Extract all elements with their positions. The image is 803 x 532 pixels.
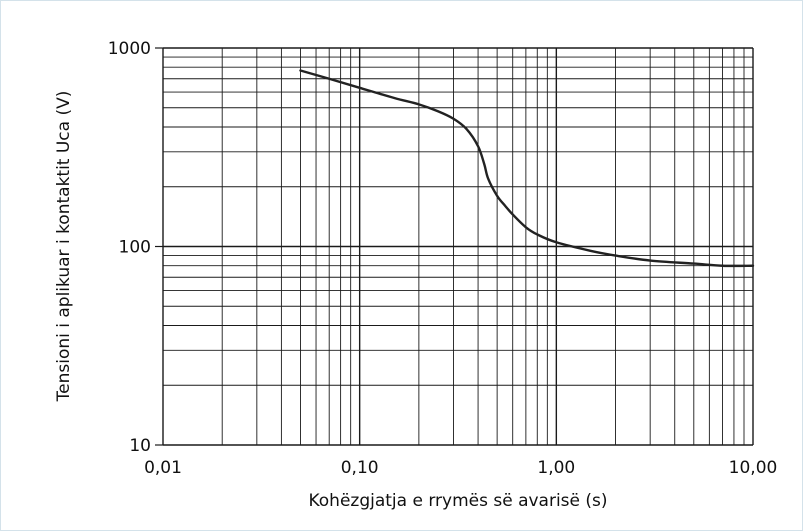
tick-labels: 0,01 0,10 1,00 10,00 10 100 1000 bbox=[108, 39, 778, 478]
x-tick-label: 10,00 bbox=[729, 458, 778, 478]
x-tick-label: 1,00 bbox=[537, 458, 575, 478]
x-tick-label: 0,10 bbox=[341, 458, 379, 478]
series-layer bbox=[299, 69, 755, 268]
series-line-0 bbox=[299, 69, 755, 268]
x-axis-title: Kohëzgjatja e rrymës së avarisë (s) bbox=[308, 491, 607, 511]
y-tick-label: 1000 bbox=[108, 39, 151, 59]
grid bbox=[155, 47, 754, 446]
x-tick-label: 0,01 bbox=[144, 458, 182, 478]
y-tick-label: 10 bbox=[129, 436, 151, 456]
y-axis-title: Tensioni i aplikuar i kontaktit Uca (V) bbox=[54, 91, 74, 403]
y-tick-label: 100 bbox=[119, 238, 151, 258]
